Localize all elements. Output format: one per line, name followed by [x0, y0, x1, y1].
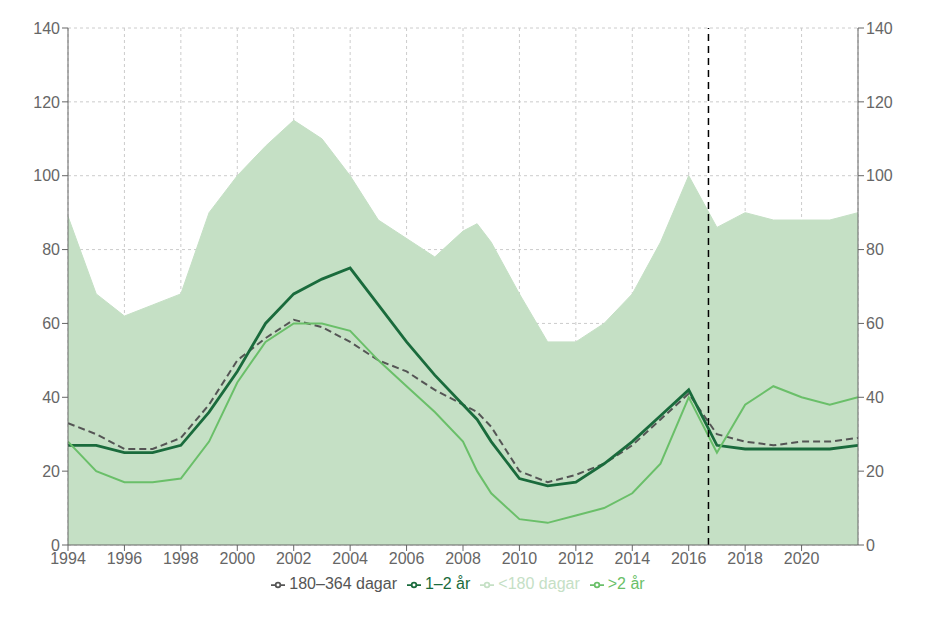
svg-text:120: 120	[866, 94, 893, 111]
svg-text:2002: 2002	[276, 550, 312, 567]
svg-text:80: 80	[866, 241, 884, 258]
svg-text:2004: 2004	[332, 550, 368, 567]
html-text:180–364 dagar: 180–364 dagar	[289, 575, 397, 592]
svg-text:2020: 2020	[784, 550, 820, 567]
svg-text:1994: 1994	[50, 550, 86, 568]
svg-text:2016: 2016	[671, 550, 707, 567]
svg-text:2000: 2000	[219, 550, 255, 567]
svg-text:40: 40	[42, 389, 60, 406]
svg-text:100: 100	[866, 167, 893, 184]
html-text:<180 dagar: <180 dagar	[498, 575, 580, 592]
svg-text:20: 20	[42, 463, 60, 480]
svg-text:60: 60	[866, 315, 884, 332]
svg-text:120: 120	[33, 94, 60, 111]
svg-text:2014: 2014	[614, 550, 650, 567]
svg-text:140: 140	[866, 20, 893, 37]
svg-text:1996: 1996	[107, 550, 143, 567]
svg-text:60: 60	[42, 315, 60, 332]
svg-text:2018: 2018	[727, 550, 763, 567]
svg-text:0: 0	[866, 537, 875, 554]
svg-text:80: 80	[42, 241, 60, 258]
svg-text:2012: 2012	[558, 550, 594, 567]
svg-text:20: 20	[866, 463, 884, 480]
svg-text:100: 100	[33, 167, 60, 184]
svg-text:0: 0	[51, 537, 60, 554]
html-text:>2 år: >2 år	[607, 575, 645, 592]
svg-text:2006: 2006	[389, 550, 425, 567]
svg-text:2008: 2008	[445, 550, 481, 567]
svg-text:1998: 1998	[163, 550, 199, 567]
svg-text:140: 140	[33, 20, 60, 37]
svg-text:2010: 2010	[502, 550, 538, 567]
html-text:1–2 år: 1–2 år	[425, 575, 471, 592]
svg-text:40: 40	[866, 389, 884, 406]
